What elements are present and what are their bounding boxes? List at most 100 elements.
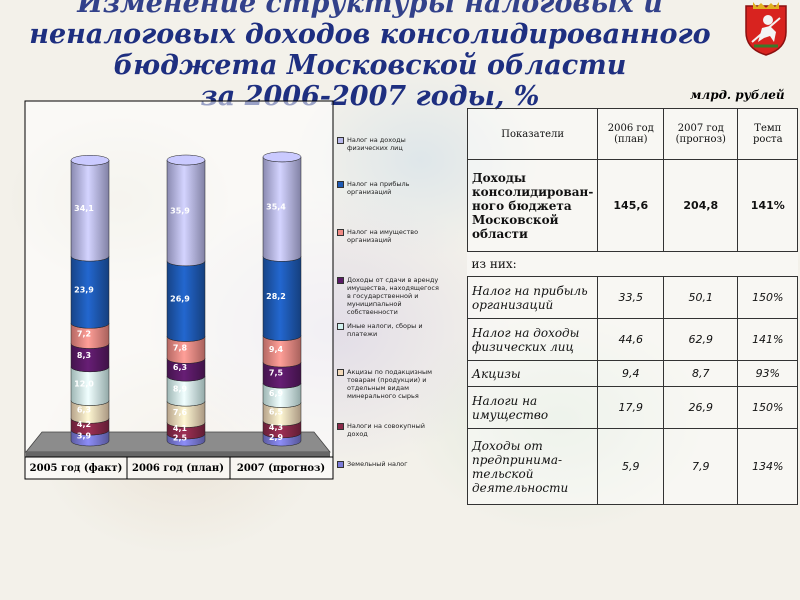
table-row: Акцизы 9,4 8,7 93% bbox=[466, 360, 799, 387]
data-label: 6,3 bbox=[173, 363, 187, 372]
data-label: 4,2 bbox=[77, 420, 91, 429]
title-line-1: Изменение структуры налоговых и bbox=[77, 0, 663, 19]
legend-label-line: Акцизы по подакцизным bbox=[347, 368, 432, 376]
indicator-cell: Налоги на имущество bbox=[466, 386, 599, 429]
data-label: 7,8 bbox=[173, 343, 188, 352]
value-2007-cell: 204,8 bbox=[663, 159, 739, 252]
value-2006-cell: 145,6 bbox=[597, 159, 665, 252]
legend-item: Налоги на совокупный доход bbox=[337, 422, 425, 438]
category-label: 2006 год (план) bbox=[132, 463, 224, 474]
value-2006-cell: 33,5 bbox=[597, 276, 665, 319]
legend-swatch bbox=[337, 137, 344, 144]
legend-swatch bbox=[337, 369, 344, 376]
value-2006-cell: 44,6 bbox=[597, 318, 665, 361]
table-row: из них: bbox=[467, 251, 798, 277]
legend-label-line: физических лиц bbox=[347, 144, 403, 152]
legend-swatch bbox=[337, 277, 344, 284]
data-label: 28,2 bbox=[266, 292, 286, 301]
data-label: 3,9 bbox=[77, 432, 92, 441]
column-header: Темп роста bbox=[737, 108, 799, 160]
data-label: 35,9 bbox=[170, 206, 190, 215]
legend-label: Доходы от сдачи в аренду имущества, наход… bbox=[347, 276, 439, 316]
units-label: млрд. рублей bbox=[690, 88, 785, 102]
data-label: 7,2 bbox=[77, 329, 91, 338]
growth-cell: 141% bbox=[737, 159, 799, 252]
title-line-3: бюджета Московской области bbox=[113, 50, 627, 81]
legend-swatch bbox=[337, 229, 344, 236]
indicator-cell: Акцизы bbox=[466, 360, 599, 387]
legend-label: Налог на прибыль организаций bbox=[347, 180, 410, 196]
legend-label: Земельный налог bbox=[347, 460, 408, 468]
data-label: 23,9 bbox=[74, 286, 94, 295]
legend-label-line: имущества, находящегося bbox=[347, 284, 439, 292]
data-label: 4,1 bbox=[173, 424, 188, 433]
value-2007-cell: 26,9 bbox=[663, 386, 739, 429]
legend-label-line: Земельный налог bbox=[347, 460, 408, 468]
data-label: 7,5 bbox=[269, 369, 284, 378]
legend-label-line: организаций bbox=[347, 236, 392, 244]
page-title: Изменение структуры налоговых и неналого… bbox=[20, 0, 720, 112]
data-label: 12,0 bbox=[74, 380, 94, 389]
table-row: Налог на доходы физических лиц 44,6 62,9… bbox=[466, 318, 799, 361]
title-line-2: неналоговых доходов консолидированного bbox=[29, 19, 711, 50]
category-label: 2007 (прогноз) bbox=[237, 463, 325, 474]
legend-label: Акцизы по подакцизным товарам (продукции)… bbox=[347, 368, 432, 400]
legend-item: Налог на доходы физических лиц bbox=[337, 136, 406, 152]
value-2006-cell: 5,9 bbox=[597, 428, 665, 505]
bar-top-cap bbox=[262, 151, 302, 163]
value-2007-cell: 8,7 bbox=[663, 360, 739, 387]
legend-label-line: в государственной и bbox=[347, 292, 419, 300]
value-2007-cell: 50,1 bbox=[663, 276, 739, 319]
bar-top-cap bbox=[166, 154, 206, 166]
data-label: 8,3 bbox=[77, 351, 91, 360]
legend-label-line: Иные налоги, сборы и bbox=[347, 322, 423, 330]
legend-label-line: доход bbox=[347, 430, 368, 438]
legend-item: Иные налоги, сборы и платежи bbox=[337, 322, 423, 338]
growth-cell: 150% bbox=[737, 276, 799, 319]
data-label: 26,9 bbox=[170, 295, 190, 304]
chart-floor-edge bbox=[26, 452, 330, 457]
legend-item: Налог на прибыль организаций bbox=[337, 180, 410, 196]
legend-swatch bbox=[337, 461, 344, 468]
data-label: 35,4 bbox=[266, 203, 286, 212]
category-label: 2005 год (факт) bbox=[30, 463, 123, 474]
legend-item: Доходы от сдачи в аренду имущества, наход… bbox=[337, 276, 439, 316]
moscow-oblast-coat-of-arms-icon bbox=[745, 2, 787, 56]
indicator-cell: Налог на прибыль организаций bbox=[466, 276, 599, 319]
column-header: Показатели bbox=[466, 108, 599, 160]
table-row: Налог на прибыль организаций 33,5 50,1 1… bbox=[466, 276, 799, 319]
indicator-cell: Налог на доходы физических лиц bbox=[466, 318, 599, 361]
legend-label-line: отдельным видам bbox=[347, 384, 410, 392]
growth-cell: 134% bbox=[737, 428, 799, 505]
legend-label: Налог на имущество организаций bbox=[347, 228, 418, 244]
legend-label: Налог на доходы физических лиц bbox=[347, 136, 406, 152]
growth-cell: 93% bbox=[737, 360, 799, 387]
legend-swatch bbox=[337, 323, 344, 330]
legend-swatch bbox=[337, 181, 344, 188]
column-header: 2006 год (план) bbox=[597, 108, 665, 160]
legend-label-line: Налог на прибыль bbox=[347, 180, 410, 188]
legend-label-line: собственности bbox=[347, 308, 398, 316]
data-label: 34,1 bbox=[74, 204, 94, 213]
legend-item: Акцизы по подакцизным товарам (продукции)… bbox=[337, 368, 432, 400]
legend-label-line: Налог на имущество bbox=[347, 228, 419, 236]
legend-label: Иные налоги, сборы и платежи bbox=[347, 322, 423, 338]
data-label: 8,9 bbox=[173, 385, 188, 394]
data-label: 9,4 bbox=[269, 345, 284, 354]
indicator-cell: Доходы от предпринима-тельской деятельно… bbox=[466, 428, 599, 505]
data-label: 6,3 bbox=[77, 405, 91, 414]
revenue-table: Показатели 2006 год (план) 2007 год (про… bbox=[466, 108, 799, 505]
table-header-row: Показатели 2006 год (план) 2007 год (про… bbox=[466, 108, 799, 160]
growth-cell: 141% bbox=[737, 318, 799, 361]
subheader-cell: из них: bbox=[467, 251, 798, 277]
bar-top-cap bbox=[70, 155, 110, 166]
legend-label: Налоги на совокупный доход bbox=[347, 422, 425, 438]
legend-label-line: платежи bbox=[347, 330, 378, 338]
growth-cell: 150% bbox=[737, 386, 799, 429]
value-2007-cell: 7,9 bbox=[663, 428, 739, 505]
data-label: 6,9 bbox=[269, 389, 284, 398]
data-label: 2,5 bbox=[173, 433, 188, 442]
legend-label-line: организаций bbox=[347, 188, 392, 196]
data-label: 7,6 bbox=[173, 408, 188, 417]
